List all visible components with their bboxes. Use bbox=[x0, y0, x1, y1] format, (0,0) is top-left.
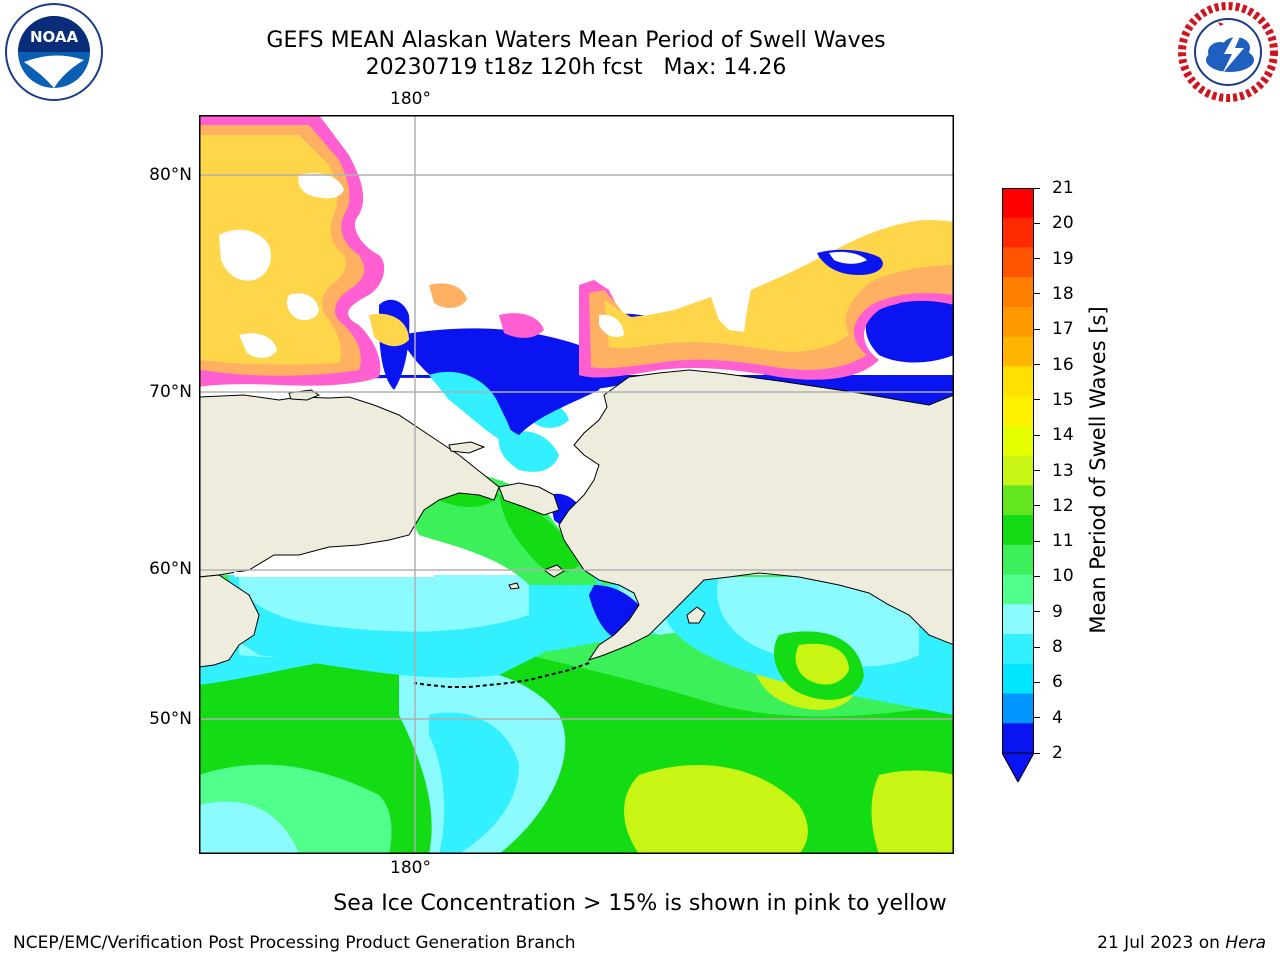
noaa-logo-text: NOAA bbox=[30, 28, 79, 46]
colorbar-segment bbox=[1002, 515, 1034, 546]
lon-label-bottom: 180° bbox=[390, 858, 431, 878]
colorbar-segment bbox=[1002, 574, 1034, 605]
lat-label-50n: 50°N bbox=[149, 709, 192, 729]
colorbar-tick-mark bbox=[1034, 364, 1040, 366]
colorbar-tick-mark bbox=[1034, 328, 1040, 330]
colorbar-segment bbox=[1002, 396, 1034, 427]
lat-label-70n: 70°N bbox=[149, 382, 192, 402]
sea-ice-field bbox=[199, 115, 954, 387]
colorbar-tick-label: 14 bbox=[1052, 425, 1074, 446]
colorbar-segment bbox=[1002, 217, 1034, 248]
colorbar bbox=[1002, 188, 1034, 782]
colorbar-label: Mean Period of Swell Waves [s] bbox=[1086, 306, 1110, 634]
footer-branch: NCEP/EMC/Verification Post Processing Pr… bbox=[13, 933, 576, 953]
colorbar-tick-mark bbox=[1034, 575, 1040, 577]
colorbar-tick-label: 20 bbox=[1052, 213, 1074, 234]
colorbar-tick-mark bbox=[1034, 399, 1040, 401]
colorbar-segment bbox=[1002, 336, 1034, 367]
colorbar-segment bbox=[1002, 663, 1034, 695]
colorbar-tick-mark bbox=[1034, 717, 1040, 719]
colorbar-tick-mark bbox=[1034, 293, 1040, 295]
colorbar-graphic bbox=[1002, 188, 1034, 782]
colorbar-tick-label: 6 bbox=[1052, 672, 1063, 693]
footer-date-text: 21 Jul 2023 on bbox=[1097, 933, 1226, 953]
colorbar-tick-label: 12 bbox=[1052, 495, 1074, 516]
colorbar-tick-label: 2 bbox=[1052, 743, 1063, 763]
footer-date: 21 Jul 2023 on Hera bbox=[1097, 933, 1266, 953]
swell-period-map bbox=[199, 115, 954, 854]
chart-title: GEFS MEAN Alaskan Waters Mean Period of … bbox=[266, 28, 886, 53]
colorbar-tick-mark bbox=[1034, 540, 1040, 542]
colorbar-segment bbox=[1002, 604, 1034, 635]
colorbar-tick-mark bbox=[1034, 470, 1040, 471]
colorbar-segment bbox=[1002, 544, 1034, 576]
colorbar-tick-mark bbox=[1034, 434, 1040, 436]
colorbar-segment bbox=[1002, 277, 1034, 308]
lon-label-top: 180° bbox=[390, 89, 431, 109]
colorbar-tick-label: 9 bbox=[1052, 601, 1063, 622]
colorbar-segment bbox=[1002, 455, 1034, 486]
colorbar-tick-label: 10 bbox=[1052, 566, 1074, 587]
colorbar-tick-label: 13 bbox=[1052, 460, 1074, 481]
colorbar-extend-triangle bbox=[1002, 752, 1034, 782]
colorbar-tick-label: 11 bbox=[1052, 531, 1074, 552]
map-panel bbox=[199, 115, 954, 854]
footer-host: Hera bbox=[1225, 933, 1266, 953]
colorbar-tick-mark bbox=[1034, 752, 1040, 754]
colorbar-tick-label: 16 bbox=[1052, 354, 1074, 375]
chart-subtitle: 20230719 t18z 120h fcst Max: 14.26 bbox=[365, 55, 787, 80]
land-masses bbox=[199, 369, 954, 688]
sea-ice-note-text: Sea Ice Concentration > 15% is shown in … bbox=[333, 891, 947, 916]
colorbar-tick-label: 8 bbox=[1052, 637, 1063, 658]
noaa-logo: NOAA bbox=[4, 2, 104, 102]
colorbar-tick-label: 21 bbox=[1052, 178, 1074, 198]
colorbar-tick-mark bbox=[1034, 187, 1040, 189]
colorbar-segment bbox=[1002, 634, 1034, 665]
colorbar-segment bbox=[1002, 188, 1034, 219]
colorbar-segment bbox=[1002, 306, 1034, 338]
colorbar-segment bbox=[1002, 693, 1034, 724]
colorbar-segment bbox=[1002, 247, 1034, 278]
colorbar-segment bbox=[1002, 485, 1034, 516]
colorbar-tick-mark bbox=[1034, 681, 1040, 683]
colorbar-tick-label: 18 bbox=[1052, 283, 1074, 304]
sea-ice-note: Sea Ice Concentration > 15% is shown in … bbox=[0, 891, 1280, 917]
lat-label-60n: 60°N bbox=[149, 559, 192, 579]
colorbar-tick-mark bbox=[1034, 611, 1040, 613]
map-frame bbox=[199, 115, 954, 854]
colorbar-tick-label: 15 bbox=[1052, 389, 1074, 410]
colorbar-frame bbox=[1002, 188, 1034, 754]
colorbar-tick-mark bbox=[1034, 505, 1040, 507]
colorbar-segment bbox=[1002, 366, 1034, 397]
graticule bbox=[199, 115, 954, 854]
colorbar-tick-mark bbox=[1034, 258, 1040, 260]
national-weather-service-logo bbox=[1178, 2, 1278, 102]
colorbar-tick-label: 17 bbox=[1052, 319, 1074, 340]
colorbar-tick-label: 4 bbox=[1052, 707, 1063, 728]
colorbar-tick-mark bbox=[1034, 222, 1040, 224]
colorbar-segment bbox=[1002, 723, 1034, 754]
lat-label-80n: 80°N bbox=[149, 165, 192, 185]
gulf-of-alaska-field bbox=[663, 577, 954, 715]
colorbar-segment bbox=[1002, 425, 1034, 457]
colorbar-tick-mark bbox=[1034, 646, 1040, 648]
colorbar-tick-label: 19 bbox=[1052, 248, 1074, 269]
